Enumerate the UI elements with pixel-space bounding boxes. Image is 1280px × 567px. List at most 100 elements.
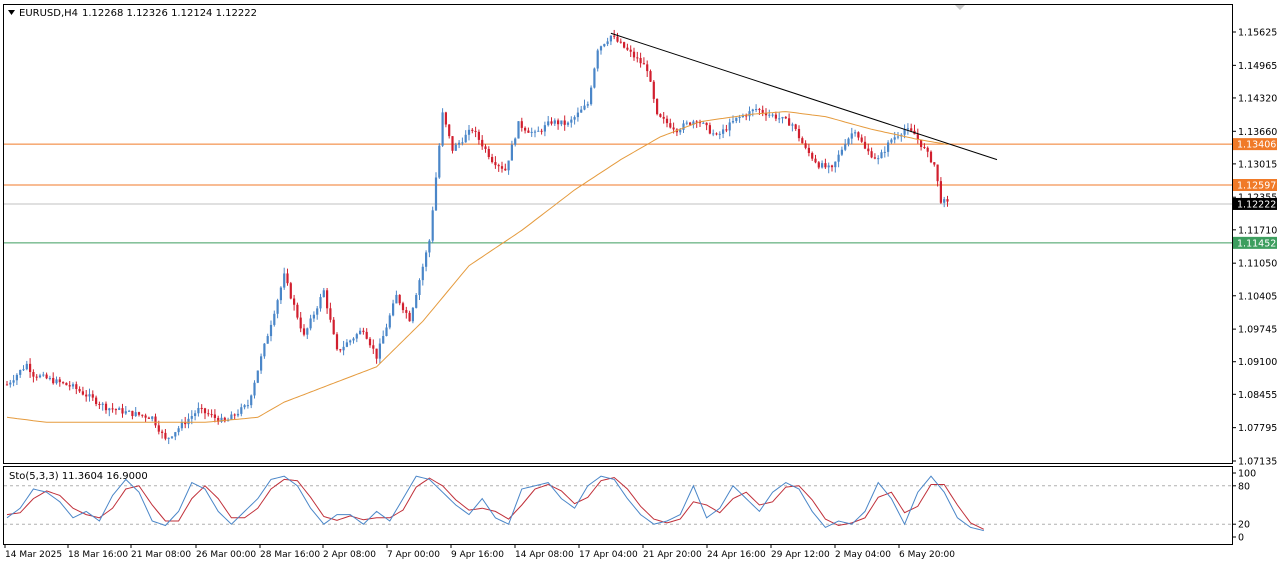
candle-body — [837, 154, 840, 162]
candle-body — [557, 120, 560, 125]
candle-body — [203, 408, 207, 414]
candle-body — [689, 122, 692, 125]
candle-body — [788, 118, 791, 126]
candle-body — [946, 199, 949, 202]
candle-body — [157, 425, 160, 432]
candle-body — [494, 162, 497, 166]
time-tick-label: 14 Apr 08:00 — [515, 550, 574, 560]
candle-body — [774, 114, 777, 119]
candle-body — [418, 280, 421, 295]
candle-body — [352, 338, 355, 341]
candle-body — [877, 158, 880, 160]
candle-body — [137, 412, 141, 415]
candle-body — [35, 376, 38, 378]
candle-body — [144, 415, 147, 418]
candle-body — [639, 58, 642, 64]
candle-body — [741, 115, 744, 117]
candle-body — [431, 210, 434, 241]
candle-body — [887, 142, 890, 152]
price-tick-label: 1.11050 — [1238, 259, 1277, 270]
candle-body — [514, 138, 517, 145]
candle-body — [104, 403, 108, 411]
candle-body — [269, 324, 273, 337]
candle-body — [814, 158, 817, 163]
candle-body — [444, 112, 447, 125]
candle-body — [576, 112, 579, 118]
candle-body — [758, 109, 761, 111]
price-tick-label: 1.09745 — [1238, 325, 1277, 336]
price-tick-label: 1.13660 — [1238, 127, 1277, 138]
candle-body — [52, 377, 55, 384]
candle-body — [735, 117, 738, 122]
candle-body — [240, 407, 243, 414]
candle-body — [824, 163, 827, 168]
candle-body — [296, 304, 299, 318]
candle-body — [540, 130, 543, 132]
candle-body — [692, 121, 695, 125]
stochastic-header: Sto(5,3,3) 11.3604 16.9000 — [9, 471, 148, 482]
candle-body — [883, 151, 886, 153]
candle-body — [230, 414, 233, 420]
candle-body — [834, 161, 837, 168]
level-tag-current — [1233, 197, 1277, 210]
candle-body — [745, 115, 748, 117]
candle-body — [78, 389, 81, 392]
candle-body — [164, 432, 167, 439]
candle-body — [850, 133, 853, 139]
candle-body — [32, 372, 35, 377]
ohlc-readout: 1.12268 1.12326 1.12124 1.12222 — [82, 8, 257, 19]
candle-body — [309, 318, 312, 329]
candle-body — [626, 47, 629, 50]
candle-body — [586, 104, 589, 106]
candle-body — [609, 35, 612, 42]
candle-body — [243, 405, 246, 408]
candle-body — [319, 297, 322, 309]
triangle-down-icon[interactable] — [8, 10, 15, 15]
candle-body — [75, 384, 78, 390]
candle-body — [184, 422, 187, 425]
candle-body — [29, 363, 32, 373]
candle-body — [870, 151, 873, 158]
candle-body — [329, 308, 332, 320]
candle-body — [844, 144, 847, 150]
candle-body — [180, 422, 183, 429]
time-tick-label: 7 Apr 00:00 — [387, 550, 440, 560]
candle-body — [154, 416, 157, 426]
candle-body — [464, 134, 467, 143]
candle-body — [656, 98, 659, 115]
candle-body — [662, 116, 665, 119]
candle-body — [613, 35, 616, 37]
time-tick-label: 18 Mar 16:00 — [68, 550, 128, 560]
candle-body — [636, 57, 639, 59]
candle-body — [804, 143, 807, 148]
candle-body — [365, 331, 368, 339]
time-tick-label: 21 Mar 08:00 — [131, 550, 191, 560]
candle-body — [345, 342, 348, 347]
level-tag-support — [1233, 236, 1277, 249]
candle-body — [705, 122, 708, 126]
candle-body — [335, 334, 339, 350]
candle-body — [619, 41, 622, 43]
time-tick-label: 2 May 04:00 — [835, 550, 891, 560]
candle-body — [715, 133, 718, 135]
candle-body — [170, 436, 174, 438]
candle-body — [477, 131, 480, 140]
candle-body — [210, 414, 213, 416]
candle-body — [220, 417, 223, 422]
candle-body — [359, 330, 362, 335]
candle-body — [286, 273, 289, 284]
scroll-marker-icon[interactable] — [955, 5, 965, 10]
candle-body — [679, 129, 682, 133]
candle-body — [187, 418, 190, 425]
candle-body — [458, 142, 461, 145]
candle-body — [593, 68, 596, 88]
candle-body — [500, 166, 504, 169]
candle-body — [22, 369, 25, 371]
candle-body — [339, 349, 342, 351]
candle-body — [698, 122, 702, 124]
candle-body — [903, 129, 906, 135]
time-axis: 14 Mar 2025 18 Mar 16:00 21 Mar 08:00 26 Ma… — [4, 544, 955, 560]
stochastic-tick-label: 80 — [1238, 481, 1250, 492]
candle-body — [256, 370, 259, 383]
